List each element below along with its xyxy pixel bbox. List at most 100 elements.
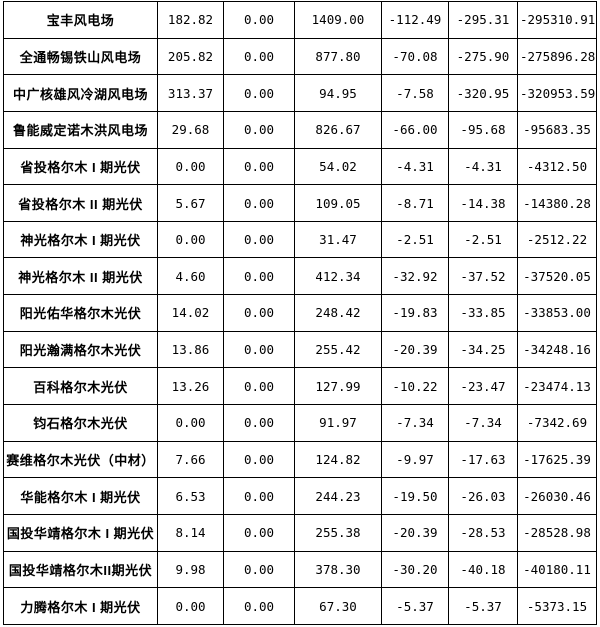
- value-cell: -37520.05: [517, 257, 597, 296]
- plant-name-cell: 神光格尔木 I 期光伏: [3, 220, 158, 259]
- value-cell: 0.00: [157, 404, 224, 442]
- plant-data-table: 宝丰风电场 182.82 0.00 1409.00 -112.49 -295.31 -295…: [3, 1, 597, 625]
- table-row: 华能格尔木 I 期光伏 6.53 0.00 244.23 -19.50 -26.03 -26…: [3, 477, 597, 515]
- value-cell: -2.51: [381, 220, 449, 259]
- table-row: 省投格尔木 I 期光伏 0.00 0.00 54.02 -4.31 -4.31 -4312.…: [3, 147, 597, 186]
- value-cell: 313.37: [157, 74, 224, 112]
- value-cell: -19.50: [381, 477, 449, 515]
- plant-name-cell: 力腾格尔木 I 期光伏: [3, 587, 158, 625]
- plant-name-cell: 省投格尔木 I 期光伏: [3, 147, 158, 186]
- table-body: 宝丰风电场 182.82 0.00 1409.00 -112.49 -295.31 -295…: [3, 1, 597, 625]
- value-cell: 0.00: [223, 147, 295, 186]
- table-row: 赛维格尔木光伏（中材） 7.66 0.00 124.82 -9.97 -17.63 -176…: [3, 440, 597, 479]
- value-cell: 1409.00: [294, 1, 382, 39]
- value-cell: 14.02: [157, 294, 224, 332]
- value-cell: -66.00: [381, 110, 449, 149]
- value-cell: 877.80: [294, 37, 382, 76]
- value-cell: -20.39: [381, 330, 449, 369]
- value-cell: -14.38: [448, 184, 518, 222]
- value-cell: 205.82: [157, 37, 224, 76]
- value-cell: 54.02: [294, 147, 382, 186]
- plant-name-cell: 钧石格尔木光伏: [3, 404, 158, 442]
- plant-name-cell: 鲁能威定诺木洪风电场: [3, 110, 158, 149]
- value-cell: 5.67: [157, 184, 224, 222]
- plant-name-cell: 省投格尔木 II 期光伏: [3, 184, 158, 222]
- plant-name-cell: 神光格尔木 II 期光伏: [3, 257, 158, 296]
- value-cell: 0.00: [223, 1, 295, 39]
- value-cell: 9.98: [157, 550, 224, 589]
- plant-name-cell: 国投华靖格尔木 I 期光伏: [3, 513, 158, 552]
- value-cell: -2.51: [448, 220, 518, 259]
- value-cell: -33853.00: [517, 294, 597, 332]
- value-cell: -33.85: [448, 294, 518, 332]
- value-cell: 248.42: [294, 294, 382, 332]
- value-cell: -5.37: [381, 587, 449, 625]
- value-cell: -7342.69: [517, 404, 597, 442]
- plant-name-cell: 赛维格尔木光伏（中材）: [3, 440, 158, 479]
- value-cell: 109.05: [294, 184, 382, 222]
- value-cell: -10.22: [381, 367, 449, 406]
- value-cell: 6.53: [157, 477, 224, 515]
- value-cell: -23.47: [448, 367, 518, 406]
- value-cell: 0.00: [223, 184, 295, 222]
- value-cell: -34248.16: [517, 330, 597, 369]
- value-cell: -4.31: [448, 147, 518, 186]
- value-cell: -7.34: [448, 404, 518, 442]
- plant-name-cell: 华能格尔木 I 期光伏: [3, 477, 158, 515]
- value-cell: 7.66: [157, 440, 224, 479]
- value-cell: -40.18: [448, 550, 518, 589]
- plant-name-cell: 阳光瀚满格尔木光伏: [3, 330, 158, 369]
- value-cell: -17.63: [448, 440, 518, 479]
- table-row: 宝丰风电场 182.82 0.00 1409.00 -112.49 -295.31 -295…: [3, 1, 597, 39]
- value-cell: 244.23: [294, 477, 382, 515]
- value-cell: -37.52: [448, 257, 518, 296]
- value-cell: 13.26: [157, 367, 224, 406]
- value-cell: -26.03: [448, 477, 518, 515]
- value-cell: 255.42: [294, 330, 382, 369]
- value-cell: -95683.35: [517, 110, 597, 149]
- value-cell: 0.00: [157, 147, 224, 186]
- value-cell: -275896.28: [517, 37, 597, 76]
- value-cell: 13.86: [157, 330, 224, 369]
- value-cell: -7.34: [381, 404, 449, 442]
- value-cell: -70.08: [381, 37, 449, 76]
- value-cell: -275.90: [448, 37, 518, 76]
- value-cell: 0.00: [223, 477, 295, 515]
- value-cell: -20.39: [381, 513, 449, 552]
- value-cell: -17625.39: [517, 440, 597, 479]
- value-cell: -4.31: [381, 147, 449, 186]
- value-cell: -9.97: [381, 440, 449, 479]
- value-cell: 94.95: [294, 74, 382, 112]
- plant-name-cell: 中广核雄风冷湖风电场: [3, 74, 158, 112]
- value-cell: 0.00: [223, 367, 295, 406]
- value-cell: 0.00: [223, 110, 295, 149]
- value-cell: 29.68: [157, 110, 224, 149]
- value-cell: 8.14: [157, 513, 224, 552]
- value-cell: -320.95: [448, 74, 518, 112]
- plant-name-cell: 全通畅锡铁山风电场: [3, 37, 158, 76]
- value-cell: 182.82: [157, 1, 224, 39]
- value-cell: -23474.13: [517, 367, 597, 406]
- plant-name-cell: 宝丰风电场: [3, 1, 158, 39]
- value-cell: 412.34: [294, 257, 382, 296]
- table-row: 国投华靖格尔木II期光伏 9.98 0.00 378.30 -30.20 -40.18 -4…: [3, 550, 597, 589]
- value-cell: -32.92: [381, 257, 449, 296]
- value-cell: -14380.28: [517, 184, 597, 222]
- value-cell: -30.20: [381, 550, 449, 589]
- table-row: 钧石格尔木光伏 0.00 0.00 91.97 -7.34 -7.34 -7342.69: [3, 404, 597, 442]
- value-cell: 0.00: [223, 330, 295, 369]
- value-cell: -4312.50: [517, 147, 597, 186]
- value-cell: 67.30: [294, 587, 382, 625]
- value-cell: 826.67: [294, 110, 382, 149]
- value-cell: 0.00: [223, 220, 295, 259]
- value-cell: 0.00: [223, 404, 295, 442]
- value-cell: 0.00: [223, 294, 295, 332]
- value-cell: -295310.91: [517, 1, 597, 39]
- value-cell: 4.60: [157, 257, 224, 296]
- value-cell: -28528.98: [517, 513, 597, 552]
- value-cell: -2512.22: [517, 220, 597, 259]
- table-row: 阳光瀚满格尔木光伏 13.86 0.00 255.42 -20.39 -34.25 -342…: [3, 330, 597, 369]
- table-row: 阳光佑华格尔木光伏 14.02 0.00 248.42 -19.83 -33.85 -338…: [3, 294, 597, 332]
- value-cell: -28.53: [448, 513, 518, 552]
